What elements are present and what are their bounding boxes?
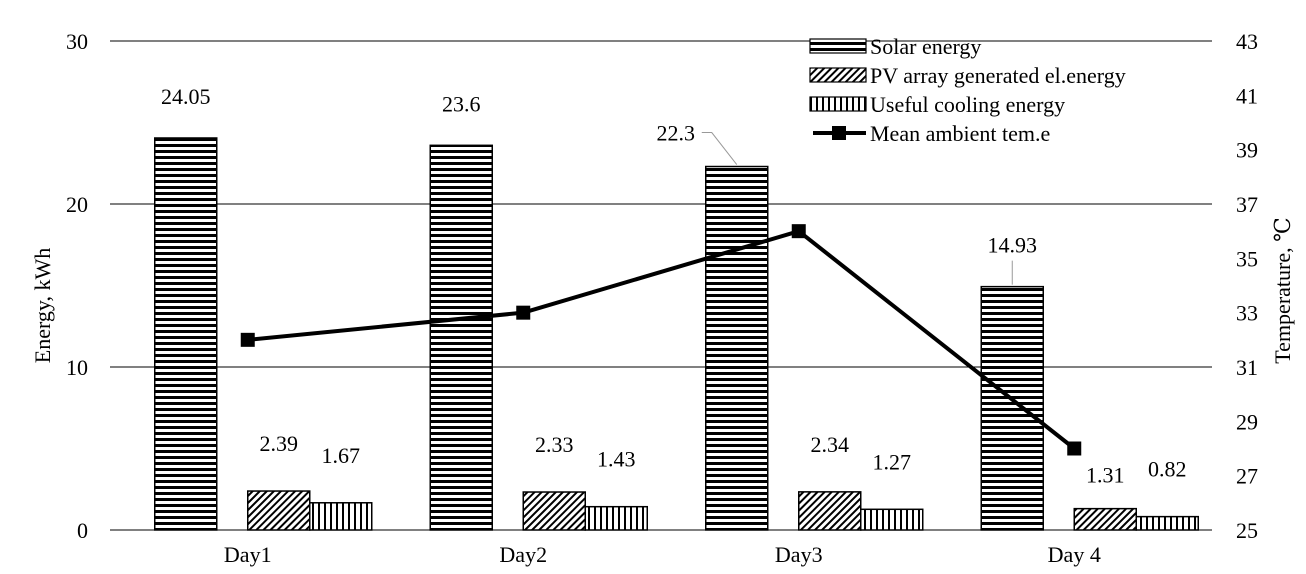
- data-label: 1.67: [322, 443, 361, 468]
- series-line: [247, 229, 1076, 451]
- line-marker: [791, 224, 806, 239]
- x-tick-label: Day2: [499, 542, 547, 567]
- y2-axis-title: Temperature, ℃: [1270, 217, 1295, 363]
- x-tick-label: Day 4: [1048, 542, 1101, 567]
- y-tick-label: 0: [77, 518, 88, 543]
- x-tick-label: Day3: [775, 542, 823, 567]
- bar: [798, 491, 862, 531]
- y2-tick-label: 25: [1236, 518, 1258, 543]
- bars: [154, 137, 1199, 531]
- data-label: 24.05: [161, 84, 211, 109]
- y2-tick-label: 41: [1236, 83, 1258, 108]
- bar: [247, 490, 311, 531]
- data-label: 2.39: [260, 431, 299, 456]
- y2-tick-label: 31: [1236, 355, 1258, 380]
- y2-tick-label: 35: [1236, 246, 1258, 271]
- data-label: 0.82: [1148, 457, 1187, 482]
- bar: [429, 144, 493, 531]
- data-label: 14.93: [988, 233, 1038, 258]
- y-axis-title: Energy, kWh: [30, 248, 55, 363]
- bar: [154, 137, 218, 531]
- line-marker: [516, 305, 531, 320]
- legend-label: Useful cooling energy: [870, 92, 1065, 117]
- data-label: 2.33: [535, 432, 574, 457]
- legend-swatch: [809, 96, 867, 112]
- legend: Solar energy PV array generated el.energy…: [809, 34, 1126, 146]
- y2-tick-label: 29: [1236, 409, 1258, 434]
- y2-tick-label: 39: [1236, 138, 1258, 163]
- data-label: 1.27: [873, 449, 912, 474]
- data-label: 1.43: [597, 447, 636, 472]
- bar: [584, 505, 648, 531]
- data-label: 2.34: [811, 432, 850, 457]
- data-labels: 24.05 23.6 22.3 14.93 2.39 2.33 2.34 1.31 1.67 1.…: [161, 84, 1187, 488]
- legend-label: Solar energy: [870, 34, 981, 59]
- y-tick-label: 10: [66, 355, 88, 380]
- leader-line: [701, 132, 738, 165]
- temperature-line: [240, 224, 1082, 456]
- y-tick-label: 20: [66, 192, 88, 217]
- bar: [522, 491, 586, 531]
- bar: [309, 502, 373, 531]
- data-label: 23.6: [442, 91, 481, 116]
- legend-label: PV array generated el.energy: [870, 63, 1126, 88]
- y2-tick-label: 33: [1236, 301, 1258, 326]
- legend-marker: [832, 126, 846, 140]
- data-label: 22.3: [657, 121, 696, 146]
- axes: 0 10 20 30 25 27 29 31 33 35 37 39 41 43 Day1 Day2 Day3 D…: [30, 29, 1295, 567]
- line-marker: [1067, 441, 1082, 456]
- legend-label: Mean ambient tem.e: [870, 121, 1050, 146]
- bar: [1135, 515, 1199, 531]
- bar: [705, 165, 769, 531]
- y2-tick-label: 37: [1236, 192, 1258, 217]
- bar: [980, 285, 1044, 531]
- bar: [860, 508, 924, 531]
- legend-swatch: [809, 67, 867, 83]
- legend-swatch: [809, 38, 867, 54]
- y2-tick-label: 27: [1236, 464, 1258, 489]
- y2-tick-label: 43: [1236, 29, 1258, 54]
- data-label: 1.31: [1086, 463, 1125, 488]
- bar: [1073, 507, 1137, 531]
- line-marker: [240, 332, 255, 347]
- x-tick-label: Day1: [224, 542, 272, 567]
- y-tick-label: 30: [66, 29, 88, 54]
